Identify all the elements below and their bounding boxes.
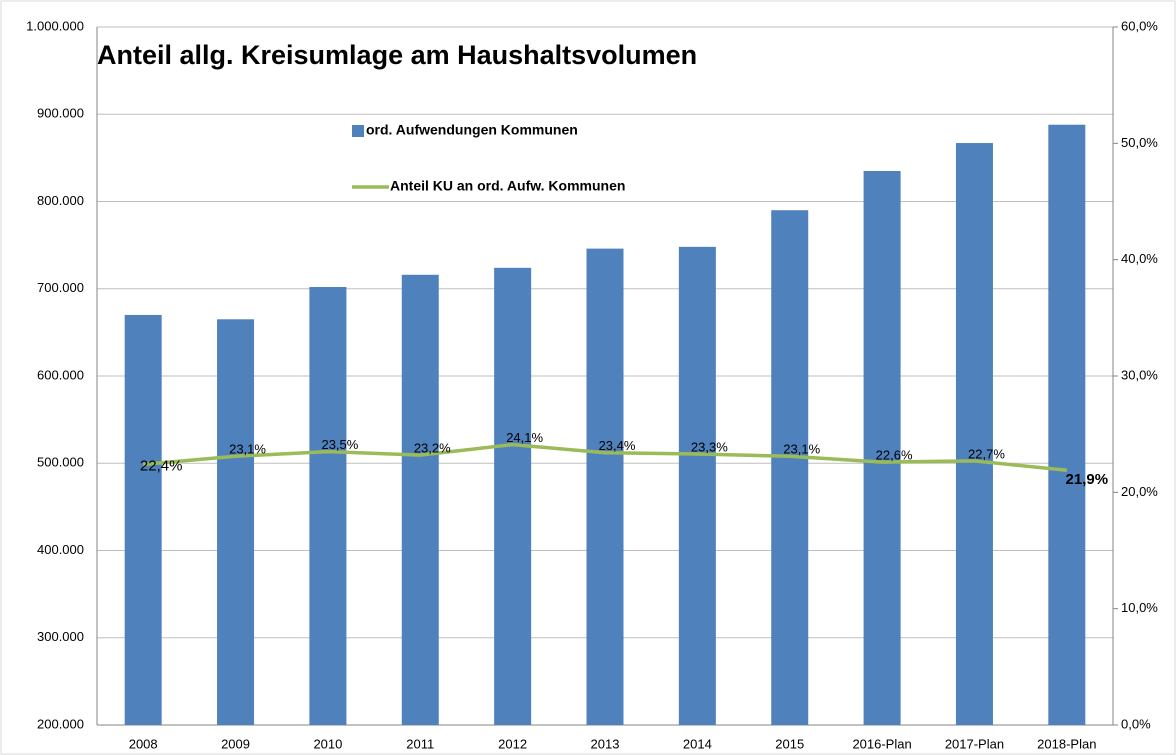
y-tick-label: 200.000 — [37, 716, 84, 731]
data-label: 23,1% — [783, 442, 820, 457]
legend-swatch — [352, 125, 364, 137]
x-tick-label: 2016-Plan — [852, 736, 911, 751]
x-tick-label: 2015 — [775, 736, 804, 751]
x-tick-label: 2013 — [591, 736, 620, 751]
data-label: 21,9% — [1066, 471, 1109, 488]
data-label: 23,1% — [229, 442, 266, 457]
bar — [955, 143, 993, 726]
bar — [863, 170, 901, 725]
x-tick-label: 2011 — [406, 736, 434, 751]
data-label: 23,5% — [321, 437, 358, 452]
bar — [309, 287, 347, 725]
legend-label: Anteil KU an ord. Aufw. Kommunen — [390, 178, 625, 194]
bar — [494, 267, 532, 725]
bar — [678, 246, 716, 725]
x-tick-label: 2010 — [313, 736, 342, 751]
chart-title: Anteil allg. Kreisumlage am Haushaltsvol… — [97, 40, 697, 70]
y2-tick-label: 60,0% — [1121, 18, 1158, 33]
bar — [771, 210, 809, 726]
y-tick-label: 700.000 — [37, 280, 84, 295]
x-tick-label: 2018-Plan — [1037, 736, 1096, 751]
y-tick-label: 900.000 — [37, 106, 84, 121]
bar — [401, 274, 439, 725]
bar — [1048, 124, 1086, 726]
x-tick-label: 2009 — [221, 736, 250, 751]
bar — [124, 314, 162, 725]
y2-tick-label: 10,0% — [1121, 600, 1158, 615]
y-tick-label: 800.000 — [37, 193, 84, 208]
x-tick-label: 2017-Plan — [945, 736, 1004, 751]
x-tick-label: 2008 — [129, 736, 158, 751]
y-tick-label: 500.000 — [37, 455, 84, 470]
line — [143, 442, 1067, 472]
y2-tick-label: 40,0% — [1121, 251, 1158, 266]
x-tick-label: 2014 — [683, 736, 712, 751]
y-tick-label: 400.000 — [37, 542, 84, 557]
y-tick-label: 1.000.000 — [26, 18, 84, 33]
y2-tick-label: 0,0% — [1121, 716, 1151, 731]
data-label: 24,1% — [506, 430, 543, 445]
data-label: 23,2% — [414, 441, 451, 456]
x-tick-label: 2012 — [498, 736, 527, 751]
bar — [217, 319, 255, 725]
data-label: 22,7% — [968, 446, 1005, 461]
data-label: 23,3% — [691, 439, 728, 454]
y-tick-label: 600.000 — [37, 367, 84, 382]
bar — [586, 248, 624, 726]
y2-tick-label: 50,0% — [1121, 135, 1158, 150]
y-tick-label: 300.000 — [37, 629, 84, 644]
legend-label: ord. Aufwendungen Kommunen — [366, 122, 578, 138]
data-label: 23,4% — [599, 438, 636, 453]
data-label: 22,6% — [876, 448, 913, 463]
y2-tick-label: 30,0% — [1121, 367, 1158, 382]
data-label: 22,4% — [140, 457, 183, 474]
y2-tick-label: 20,0% — [1121, 484, 1158, 499]
